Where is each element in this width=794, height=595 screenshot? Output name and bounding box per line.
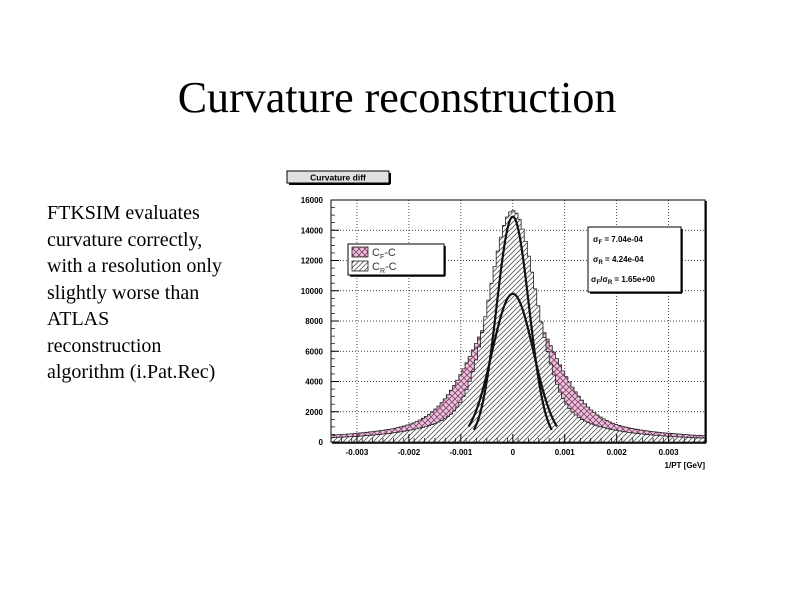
x-axis-label: 1/PT [GeV] — [665, 461, 706, 470]
x-tick-label: 0.003 — [659, 448, 680, 457]
stats-sigma-ratio: σF/σR = 1.65e+00 — [591, 275, 655, 286]
legend-label-cf: CF-C — [372, 247, 396, 261]
body-line: curvature correctly, — [47, 228, 203, 251]
y-tick-label: 14000 — [301, 226, 324, 235]
y-tick-label: 6000 — [305, 347, 323, 356]
axes: -0.003 -0.002 -0.001 0 0.001 0.002 0.003 0 2000 4… — [301, 196, 706, 457]
body-line: slightly worse than — [47, 281, 200, 304]
legend-label-cr: CR-C — [372, 261, 397, 275]
x-tick-label: 0 — [511, 448, 516, 457]
fit-curves — [467, 215, 558, 431]
fit-curve-cr-c — [472, 215, 553, 431]
legend-swatch-cf — [351, 246, 369, 258]
x-tick-label: -0.003 — [346, 448, 369, 457]
y-tick-label: 4000 — [305, 378, 323, 387]
legend: CF-C CR-C — [347, 243, 446, 277]
curvature-histogram-chart: Curvature diff -0.003 -0.002 -0.001 0 0.001 0… — [286, 170, 707, 470]
stats-sigma-f: σF = 7.04e-04 — [593, 235, 643, 246]
x-tick-label: 0.002 — [607, 448, 628, 457]
body-line: with a resolution only — [47, 255, 222, 277]
y-tick-label: 0 — [319, 438, 324, 447]
x-tick-label: -0.002 — [398, 448, 421, 457]
body-line: ATLAS — [47, 308, 110, 330]
series-cr-c — [330, 210, 706, 443]
y-tick-label: 12000 — [301, 257, 324, 266]
body-line: reconstruction — [47, 334, 162, 357]
chart-title: Curvature diff — [310, 173, 366, 183]
fit-curve-cf-c — [467, 292, 558, 428]
body-line: algorithm (i.Pat.Rec) — [47, 361, 216, 383]
y-tick-label: 2000 — [305, 408, 323, 417]
x-tick-label: -0.001 — [450, 448, 473, 457]
stats-box: σF = 7.04e-04 σR = 4.24e-04 σF/σR = 1.65… — [587, 226, 683, 294]
y-tick-label: 16000 — [301, 196, 324, 205]
body-text: FTKSIM evaluates curvature correctly, wi… — [47, 200, 267, 386]
y-tick-label: 10000 — [301, 287, 324, 296]
chart-title-box: Curvature diff — [286, 170, 391, 185]
y-tick-label: 8000 — [305, 317, 323, 326]
legend-swatch-cr — [351, 260, 369, 272]
body-line: FTKSIM evaluates — [47, 202, 200, 224]
slide-title: Curvature reconstruction — [177, 73, 617, 122]
stats-sigma-r: σR = 4.24e-04 — [593, 255, 644, 266]
histogram-bars — [330, 210, 706, 443]
x-tick-label: 0.001 — [555, 448, 576, 457]
